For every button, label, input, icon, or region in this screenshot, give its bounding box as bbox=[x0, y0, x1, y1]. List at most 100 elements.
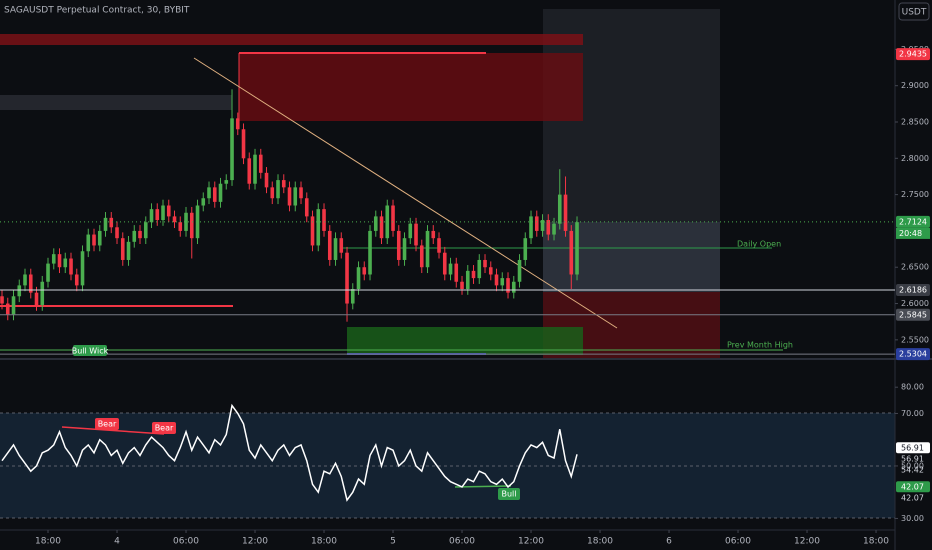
candle-body bbox=[80, 251, 85, 286]
candle-body bbox=[437, 238, 441, 253]
x-tick-label: 6 bbox=[666, 537, 672, 547]
candle-body bbox=[149, 209, 154, 223]
rsi-label: 42.07 bbox=[901, 493, 924, 502]
candle-body bbox=[97, 230, 102, 246]
price-label: 2.9435 bbox=[899, 50, 927, 59]
candle-body bbox=[345, 252, 349, 304]
candle-body bbox=[235, 118, 240, 130]
candle-body bbox=[391, 205, 395, 231]
candle-body bbox=[339, 238, 344, 253]
candle-body bbox=[218, 183, 223, 202]
y-tick-label: 2.9000 bbox=[901, 81, 929, 90]
currency-label[interactable]: USDT bbox=[902, 8, 927, 18]
marks: 18:00 4 06:00 12:00 18:00 5 06:00 12:00 18:00 6 06… bbox=[0, 45, 930, 547]
price-label: 2.6186 bbox=[899, 286, 927, 295]
candle-body bbox=[460, 281, 464, 290]
candle-body bbox=[207, 187, 211, 199]
candle-body bbox=[120, 238, 125, 260]
candle-body bbox=[40, 281, 45, 305]
candle-body bbox=[546, 220, 551, 235]
grey-zone bbox=[0, 95, 232, 110]
supply-band bbox=[0, 34, 583, 45]
candle-body bbox=[51, 254, 56, 264]
bull-wick-label: Bull Wick bbox=[72, 347, 109, 356]
candle-body bbox=[396, 230, 401, 260]
y-tick-label: 80.00 bbox=[901, 383, 924, 392]
candle-body bbox=[115, 227, 119, 239]
candle-body bbox=[575, 222, 579, 275]
candle-body bbox=[103, 217, 108, 231]
y-tick-label: 2.8000 bbox=[901, 154, 929, 163]
candle-body bbox=[471, 270, 476, 279]
countdown: 20:48 bbox=[899, 229, 922, 238]
y-tick-label: 2.6500 bbox=[901, 263, 929, 272]
candle-body bbox=[557, 194, 562, 224]
candle-body bbox=[368, 230, 372, 275]
x-tick-label: 18:00 bbox=[311, 537, 337, 547]
candle-body bbox=[241, 129, 246, 159]
candle-body bbox=[529, 216, 533, 239]
labels: SAGAUSDT Perpetual Contract, 30, BYBIT U… bbox=[4, 2, 930, 500]
candle-body bbox=[57, 254, 62, 268]
candle-body bbox=[379, 216, 384, 239]
y-tick-label: 30.00 bbox=[901, 514, 924, 523]
daily-open-label: Daily Open bbox=[737, 240, 781, 249]
candle-body bbox=[552, 223, 556, 235]
x-tick-label: 5 bbox=[390, 537, 396, 547]
bull-tag bbox=[498, 488, 520, 500]
candle-body bbox=[299, 187, 303, 199]
y-tick-label: 2.6000 bbox=[901, 299, 929, 308]
countdown-bg bbox=[896, 227, 930, 239]
candle-body bbox=[287, 187, 292, 206]
candle-body bbox=[356, 267, 361, 290]
candle-body bbox=[419, 245, 424, 268]
chart-title: SAGAUSDT Perpetual Contract, 30, BYBIT bbox=[4, 6, 190, 16]
rsi-label: 42.07 bbox=[901, 482, 924, 491]
rsi-label-bg bbox=[896, 442, 930, 454]
candle-body bbox=[195, 205, 200, 239]
x-tick-label: 06:00 bbox=[725, 537, 751, 547]
candle-body bbox=[327, 230, 332, 260]
candle-body bbox=[333, 238, 338, 260]
candle-body bbox=[293, 187, 298, 206]
bull-label: Bull bbox=[501, 490, 516, 499]
candle-body bbox=[316, 209, 321, 246]
candle-body bbox=[465, 270, 470, 290]
y-tick-label: 2.8500 bbox=[901, 117, 929, 126]
rsi-line bbox=[1, 403, 578, 502]
candle-body bbox=[362, 267, 367, 275]
candle-body bbox=[224, 180, 229, 184]
candle-body bbox=[477, 259, 482, 279]
candle-body bbox=[189, 212, 194, 239]
candle-body bbox=[270, 187, 275, 199]
candle-body bbox=[373, 216, 378, 231]
y-tick-label: 2.7500 bbox=[901, 190, 929, 199]
candle-body bbox=[534, 216, 539, 231]
y-tick-label: 2.5500 bbox=[901, 335, 929, 344]
bull-wick-tag bbox=[73, 345, 107, 356]
candle-body bbox=[442, 252, 447, 275]
bear-tag bbox=[152, 422, 176, 434]
candle-body bbox=[276, 180, 280, 199]
candle-body bbox=[178, 222, 183, 231]
candle-body bbox=[155, 209, 160, 221]
candle-body bbox=[11, 296, 16, 315]
y-tick-label: 70.00 bbox=[901, 409, 924, 418]
bear-label: Bear bbox=[155, 424, 174, 433]
candle-body bbox=[350, 289, 355, 304]
candle-body bbox=[425, 230, 430, 268]
candle-body bbox=[23, 274, 27, 286]
currency-button[interactable] bbox=[898, 2, 930, 21]
candle-body bbox=[540, 220, 545, 231]
candle-body bbox=[523, 238, 528, 260]
candle-body bbox=[511, 281, 516, 293]
candle-body bbox=[74, 274, 79, 286]
candle-body bbox=[212, 187, 217, 202]
candle-body bbox=[281, 180, 286, 188]
candle-body bbox=[310, 216, 315, 246]
demand-zone bbox=[347, 327, 583, 355]
candle-body bbox=[34, 292, 39, 305]
candle-body bbox=[17, 285, 22, 297]
price-label-bg bbox=[896, 308, 930, 321]
